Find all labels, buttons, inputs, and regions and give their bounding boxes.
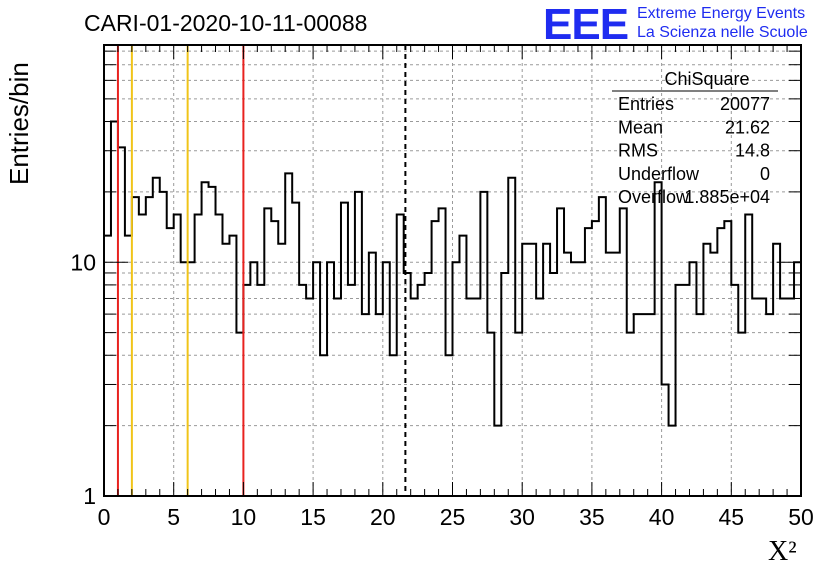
logo-line-2: La Scienza nelle Scuole xyxy=(637,24,808,41)
stats-value: 14.8 xyxy=(735,141,770,161)
stats-value: 1.885e+04 xyxy=(684,187,770,207)
logo-mark: EEE xyxy=(543,0,629,49)
x-tick-label: 35 xyxy=(579,504,605,530)
page-title: CARI-01-2020-10-11-00088 xyxy=(84,10,368,36)
stats-label: Entries xyxy=(618,94,674,114)
stats-value: 20077 xyxy=(720,94,770,114)
stats-label: Underflow xyxy=(618,164,700,184)
stats-value: 0 xyxy=(760,164,770,184)
x-tick-label: 5 xyxy=(167,504,180,530)
x-tick-label: 10 xyxy=(231,504,257,530)
y-tick-label: 1 xyxy=(83,483,96,509)
x-tick-label: 0 xyxy=(98,504,111,530)
stats-value: 21.62 xyxy=(725,117,770,137)
x-tick-label: 50 xyxy=(788,504,814,530)
logo-line-1: Extreme Energy Events xyxy=(637,5,806,22)
x-tick-label: 40 xyxy=(649,504,675,530)
stats-label: Overflow xyxy=(618,187,690,207)
x-tick-label: 15 xyxy=(300,504,326,530)
y-tick-label: 10 xyxy=(70,249,96,275)
x-tick-label: 30 xyxy=(509,504,535,530)
stats-label: Mean xyxy=(618,117,663,137)
stats-label: RMS xyxy=(618,141,658,161)
x-axis-label: X² xyxy=(768,536,797,567)
x-tick-label: 25 xyxy=(440,504,466,530)
histogram-series xyxy=(104,120,801,427)
x-tick-label: 20 xyxy=(370,504,396,530)
stats-box-title: ChiSquare xyxy=(664,69,749,89)
x-tick-label: 45 xyxy=(719,504,745,530)
